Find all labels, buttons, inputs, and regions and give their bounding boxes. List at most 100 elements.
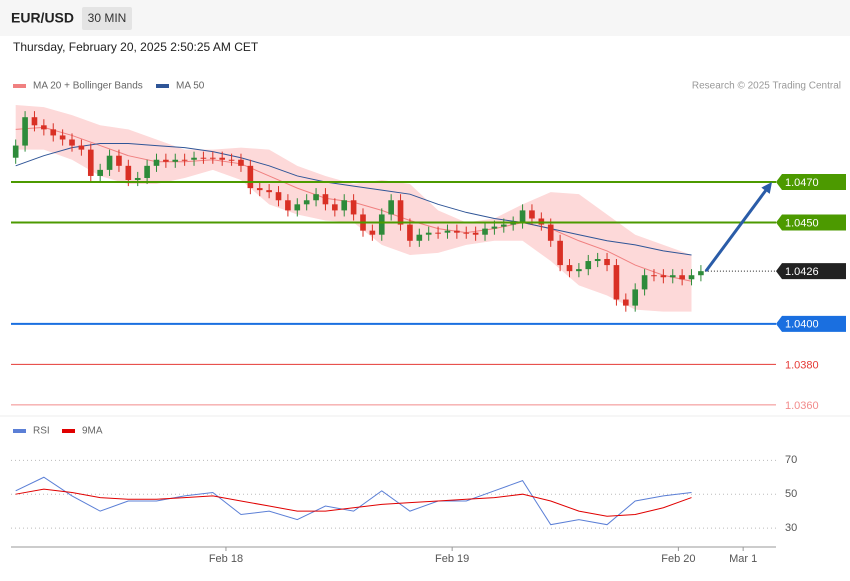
- moving-average: [15, 143, 692, 256]
- candle-body: [50, 129, 57, 136]
- forecast-arrow-head: [761, 182, 772, 194]
- candle-body: [407, 224, 413, 241]
- candle-body: [623, 299, 629, 306]
- level-label-box: [776, 214, 846, 231]
- forecast-arrow: [704, 188, 768, 273]
- candle-body: [397, 200, 404, 225]
- candle-body: [87, 149, 94, 176]
- candle-body: [69, 139, 75, 146]
- candle-body: [106, 155, 113, 170]
- candle-body: [200, 157, 207, 159]
- candle-body: [181, 159, 188, 161]
- candle-body: [172, 159, 179, 162]
- level-label-box: [776, 315, 846, 332]
- candle-body: [651, 275, 657, 277]
- candle-body: [463, 232, 470, 234]
- candle-body: [529, 210, 535, 219]
- candle-body: [59, 135, 66, 140]
- candle-body: [144, 165, 150, 178]
- candle-body: [41, 125, 47, 130]
- copyright: Research © 2025 Trading Central: [692, 81, 841, 92]
- level-label: 1.0360: [785, 400, 819, 412]
- indicator-line: [15, 476, 692, 526]
- candle-body: [238, 159, 244, 166]
- candle-body: [435, 232, 441, 234]
- candle-body: [313, 194, 319, 201]
- candle-body: [491, 226, 498, 229]
- candle-body: [472, 232, 479, 235]
- candle-body: [698, 271, 704, 276]
- level-label: 1.0400: [785, 319, 819, 331]
- legend-label: MA 50: [176, 81, 205, 92]
- candle-body: [275, 192, 282, 201]
- candle-body: [294, 204, 301, 211]
- indicator-line: [15, 488, 692, 517]
- candle-body: [247, 165, 254, 189]
- level-label: 1.0450: [785, 217, 819, 229]
- level-label: 1.0380: [785, 359, 819, 371]
- x-tick-label: Feb 19: [435, 553, 469, 565]
- candle-body: [632, 289, 639, 306]
- candle-body: [134, 177, 141, 181]
- level-label: 1.0426: [785, 266, 819, 278]
- candle-body: [454, 230, 460, 233]
- legend-swatch: [13, 84, 26, 88]
- candle-body: [341, 200, 348, 211]
- candle-body: [482, 228, 488, 235]
- legend-label: 9MA: [82, 426, 103, 437]
- candle-body: [388, 200, 394, 215]
- candle-body: [219, 157, 226, 160]
- candle-body: [209, 157, 216, 159]
- candle-body: [266, 190, 272, 193]
- candle-body: [594, 259, 601, 262]
- candle-body: [660, 275, 667, 278]
- candle-body: [425, 232, 432, 235]
- interval-box: [82, 7, 132, 30]
- candle-body: [116, 155, 122, 166]
- candle-body: [576, 269, 582, 272]
- timestamp: Thursday, February 20, 2025 2:50:25 AM C…: [13, 40, 259, 54]
- y-tick-label: 50: [785, 488, 797, 500]
- x-tick-label: Mar 1: [729, 553, 757, 565]
- y-tick-label: 30: [785, 522, 797, 534]
- x-tick-label: Feb 20: [661, 553, 695, 565]
- candle-body: [444, 230, 451, 233]
- candle-body: [285, 200, 291, 211]
- candle-body: [303, 200, 310, 205]
- candle-body: [369, 230, 376, 235]
- candle-body: [12, 145, 19, 158]
- header-bar: [0, 0, 850, 36]
- candle-body: [350, 200, 357, 215]
- symbol: EUR/USD: [11, 10, 74, 26]
- candle-body: [641, 275, 648, 290]
- legend-label: RSI: [33, 426, 50, 437]
- candle-body: [688, 275, 695, 280]
- level-label-box: [776, 263, 846, 280]
- candle-body: [125, 165, 132, 181]
- candle-body: [163, 159, 169, 162]
- candle-body: [500, 224, 507, 227]
- legend-swatch: [13, 429, 26, 433]
- candle-body: [31, 117, 38, 126]
- candle-body: [538, 218, 545, 225]
- candle-body: [191, 157, 197, 160]
- candle-body: [228, 159, 235, 161]
- candle-body: [416, 234, 423, 241]
- candle-body: [547, 224, 554, 241]
- legend-label: MA 20 + Bollinger Bands: [33, 81, 143, 92]
- level-label: 1.0470: [785, 177, 819, 189]
- candle-body: [604, 259, 610, 266]
- candle-body: [322, 194, 329, 205]
- x-tick-label: Feb 18: [209, 553, 243, 565]
- candle-body: [557, 240, 563, 266]
- candle-body: [669, 275, 676, 278]
- candle-body: [585, 261, 592, 270]
- legend-swatch: [62, 429, 75, 433]
- candle-body: [679, 275, 685, 280]
- candle-body: [22, 117, 28, 146]
- candle-body: [566, 265, 573, 272]
- candle-body: [256, 188, 263, 191]
- level-label-box: [776, 174, 846, 191]
- candle-body: [97, 169, 103, 176]
